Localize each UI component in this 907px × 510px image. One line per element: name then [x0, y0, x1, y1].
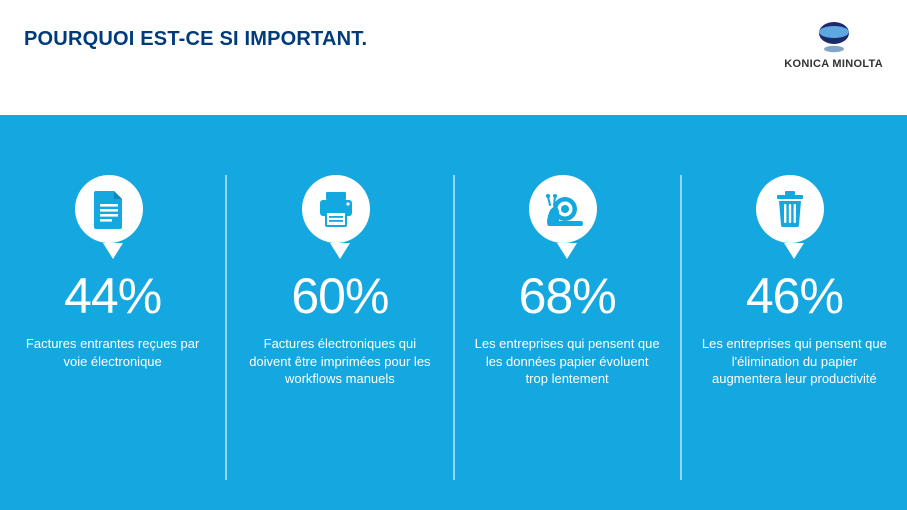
brand-logo-block: KONICA MINOLTA	[784, 22, 883, 70]
stat-card: 46% Les entreprises qui pensent que l'él…	[682, 175, 907, 480]
stat-icon-bubble	[529, 175, 605, 251]
stat-percent: 60%	[291, 271, 388, 321]
stats-panel: 44% Factures entrantes reçues par voie é…	[0, 115, 907, 510]
konica-minolta-logo-icon	[816, 22, 852, 56]
trash-icon	[773, 189, 807, 229]
brand-name: KONICA MINOLTA	[784, 58, 883, 70]
stat-description: Les entreprises qui pensent que l'élimin…	[702, 335, 887, 388]
page-title: POURQUOI EST-CE SI IMPORTANT.	[24, 28, 367, 51]
stat-description: Factures électroniques qui doivent être …	[247, 335, 432, 388]
header: POURQUOI EST-CE SI IMPORTANT. KONICA MIN…	[0, 0, 907, 115]
stat-description: Factures entrantes reçues par voie élect…	[20, 335, 205, 370]
stat-card: 60% Factures électroniques qui doivent ê…	[227, 175, 454, 480]
stat-icon-bubble	[75, 175, 151, 251]
printer-icon	[316, 190, 356, 228]
snail-icon	[541, 191, 585, 227]
stat-icon-bubble	[302, 175, 378, 251]
stat-percent: 46%	[746, 271, 843, 321]
stat-card: 68% Les entreprises qui pensent que les …	[455, 175, 682, 480]
stat-icon-bubble	[756, 175, 832, 251]
stat-card: 44% Factures entrantes reçues par voie é…	[0, 175, 227, 480]
stat-percent: 44%	[64, 271, 161, 321]
stat-percent: 68%	[519, 271, 616, 321]
stat-description: Les entreprises qui pensent que les donn…	[475, 335, 660, 388]
document-icon	[92, 189, 126, 229]
